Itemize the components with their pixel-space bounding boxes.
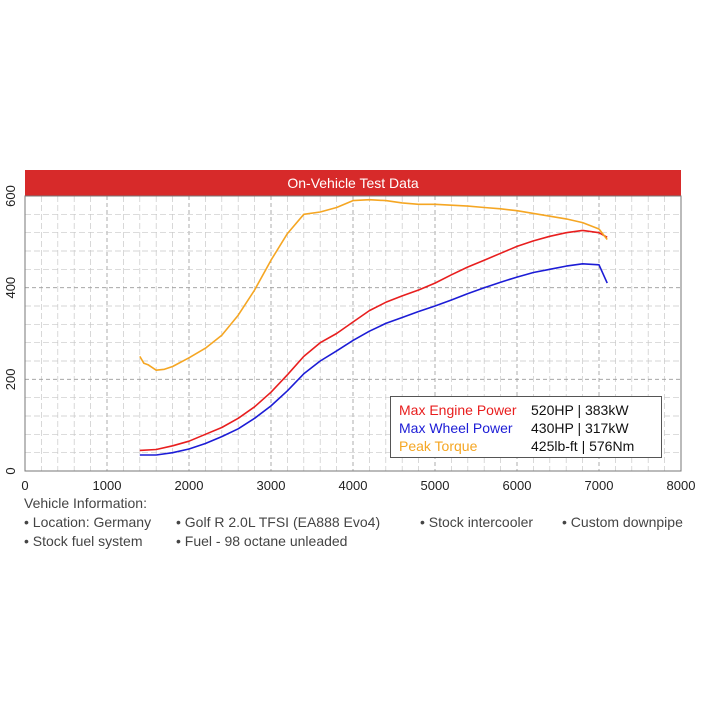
x-tick-label: 5000 <box>421 478 450 493</box>
x-tick-label: 0 <box>21 478 28 493</box>
grid <box>24 195 682 472</box>
vehicle-info-heading: Vehicle Information: <box>24 495 147 511</box>
tick-labels: 0 1000 2000 3000 4000 5000 6000 7000 8000 0 200 400… <box>3 185 695 493</box>
info-location: • Location: Germany <box>24 514 152 530</box>
plot-frame <box>24 195 682 472</box>
chart-title: On-Vehicle Test Data <box>287 175 419 191</box>
info-downpipe: • Custom downpipe <box>562 514 683 530</box>
x-tick-label: 1000 <box>93 478 122 493</box>
legend-entry-wheel-power: Max Wheel Power 430HP | 317kW <box>399 419 661 437</box>
axes <box>24 195 682 472</box>
legend-label: Peak Torque <box>399 438 478 454</box>
info-model: • Golf R 2.0L TFSI (EA888 Evo4) <box>176 514 381 530</box>
x-tick-label: 2000 <box>175 478 204 493</box>
series-line-max-wheel-power <box>139 263 608 456</box>
info-intercooler: • Stock intercooler <box>420 514 534 530</box>
info-fuel: • Fuel - 98 octane unleaded <box>176 533 348 549</box>
legend-entry-peak-torque: Peak Torque 425lb-ft | 576Nm <box>399 437 661 455</box>
legend-value: 425lb-ft | 576Nm <box>531 438 635 454</box>
info-fuel-system: • Stock fuel system <box>24 533 143 549</box>
x-tick-label: 8000 <box>667 478 696 493</box>
vehicle-info-row: • Location: Germany • Golf R 2.0L TFSI (… <box>24 513 683 532</box>
x-tick-label: 7000 <box>585 478 614 493</box>
legend-value: 430HP | 317kW <box>531 420 629 436</box>
legend-entry-engine-power: Max Engine Power 520HP | 383kW <box>399 401 661 419</box>
x-tick-label: 4000 <box>339 478 368 493</box>
y-tick-label: 0 <box>3 467 18 474</box>
chart-title-banner: On-Vehicle Test Data <box>25 170 681 196</box>
series-line-peak-torque <box>139 198 608 371</box>
legend: Max Engine Power 520HP | 383kW Max Wheel… <box>390 396 662 458</box>
legend-label: Max Engine Power <box>399 402 517 418</box>
x-tick-label: 3000 <box>257 478 286 493</box>
vehicle-info-row: • Stock fuel system • Fuel - 98 octane u… <box>24 532 683 551</box>
y-tick-label: 400 <box>3 277 18 299</box>
series-lines <box>139 198 608 456</box>
vehicle-info: Vehicle Information: • Location: Germany… <box>24 494 683 551</box>
legend-label: Max Wheel Power <box>399 420 513 436</box>
y-tick-label: 200 <box>3 368 18 390</box>
y-tick-label: 600 <box>3 185 18 207</box>
x-tick-label: 6000 <box>503 478 532 493</box>
legend-value: 520HP | 383kW <box>531 402 629 418</box>
series-line-max-engine-power <box>139 229 608 452</box>
